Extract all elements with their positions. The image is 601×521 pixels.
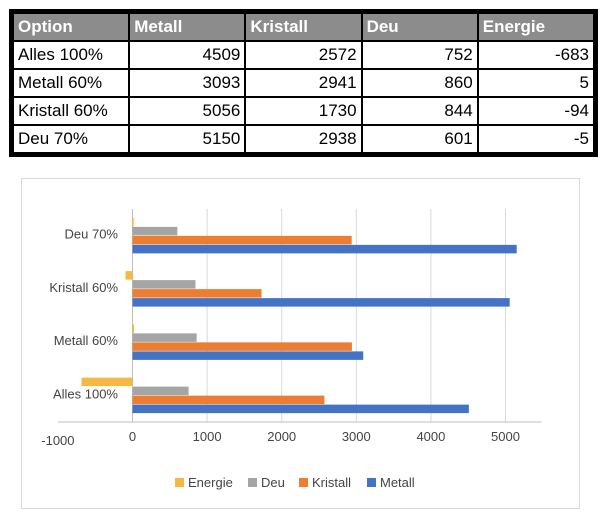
legend-swatch-deu	[248, 478, 257, 487]
bar-kristall-metall-60-	[132, 342, 352, 351]
table-cell-metall: 5150	[128, 124, 247, 154]
category-label: Kristall 60%	[49, 280, 118, 295]
bar-kristall-deu-70-	[132, 235, 352, 245]
x-tick-label: 3000	[342, 429, 371, 444]
table-cell-energie: -5	[476, 124, 596, 154]
table-cell-option: Metall 60%	[11, 68, 131, 98]
table-cell-deu: 601	[360, 124, 479, 154]
x-tick-label: 1000	[193, 429, 222, 444]
bar-metall-metall-60-	[132, 351, 364, 360]
bar-energie-alles-100-	[81, 377, 133, 387]
legend-label-metall: Metall	[380, 475, 415, 490]
table-row: Metall 60% 3093 2941 860 5	[11, 68, 596, 98]
table-cell-kristall: 2572	[244, 40, 363, 70]
legend-swatch-kristall	[299, 478, 308, 487]
table-cell-energie: -94	[476, 96, 596, 126]
table-cell-metall: 3093	[128, 68, 247, 98]
bar-chart: -1000 0 1000 2000 3000 4000 5000 Alles 100% Meta…	[41, 209, 542, 490]
legend-label-deu: Deu	[261, 475, 285, 490]
x-tick-label: 2000	[267, 429, 296, 444]
header-deu: Deu	[360, 12, 479, 42]
chart-frame: -1000 0 1000 2000 3000 4000 5000 Alles 100% Meta…	[21, 178, 580, 509]
header-kristall: Kristall	[244, 12, 363, 42]
table-cell-deu: 860	[360, 68, 479, 98]
bar-kristall-kristall-60-	[132, 289, 262, 298]
legend-label-kristall: Kristall	[312, 475, 351, 490]
table-row: Deu 70% 5150 2938 601 -5	[11, 124, 596, 154]
bar-energie-metall-60-	[132, 324, 134, 333]
x-tick-label: -1000	[41, 433, 74, 448]
x-tick-label: 4000	[416, 429, 445, 444]
table-header-row: Option Metall Kristall Deu Energie	[11, 12, 596, 42]
bar-metall-deu-70-	[132, 244, 517, 254]
table-cell-kristall: 1730	[244, 96, 363, 126]
table-cell-metall: 5056	[128, 96, 247, 126]
table-cell-option: Deu 70%	[11, 124, 131, 154]
table-cell-energie: 5	[476, 68, 596, 98]
table-cell-deu: 844	[360, 96, 479, 126]
bar-kristall-alles-100-	[132, 395, 325, 405]
header-metall: Metall	[128, 12, 247, 42]
table-cell-option: Alles 100%	[11, 40, 131, 70]
data-table: Option Metall Kristall Deu Energie Alles…	[11, 12, 596, 154]
bar-metall-alles-100-	[132, 404, 469, 414]
category-label: Deu 70%	[65, 227, 119, 242]
table-cell-kristall: 2938	[244, 124, 363, 154]
table-cell-option: Kristall 60%	[11, 96, 131, 126]
legend-label-energie: Energie	[188, 475, 233, 490]
bar-energie-kristall-60-	[125, 271, 133, 280]
table-row: Alles 100% 4509 2572 752 -683	[11, 40, 596, 70]
legend-swatch-metall	[367, 478, 376, 487]
table-row: Kristall 60% 5056 1730 844 -94	[11, 96, 596, 126]
bar-deu-kristall-60-	[132, 280, 196, 289]
data-table-container: Option Metall Kristall Deu Energie Alles…	[9, 9, 598, 157]
bar-metall-kristall-60-	[132, 298, 510, 307]
bar-deu-alles-100-	[132, 386, 189, 396]
x-tick-label: 5000	[491, 429, 520, 444]
legend-swatch-energie	[175, 478, 184, 487]
table-cell-deu: 752	[360, 40, 479, 70]
table-cell-energie: -683	[476, 40, 596, 70]
bar-deu-deu-70-	[132, 226, 178, 236]
category-label: Metall 60%	[54, 333, 119, 348]
header-energie: Energie	[476, 12, 596, 42]
x-tick-label: 0	[129, 429, 136, 444]
bar-energie-deu-70-	[132, 217, 134, 227]
table-cell-kristall: 2941	[244, 68, 363, 98]
category-label: Alles 100%	[53, 386, 118, 401]
table-cell-metall: 4509	[128, 40, 247, 70]
header-option: Option	[11, 12, 131, 42]
bar-deu-metall-60-	[132, 333, 197, 342]
